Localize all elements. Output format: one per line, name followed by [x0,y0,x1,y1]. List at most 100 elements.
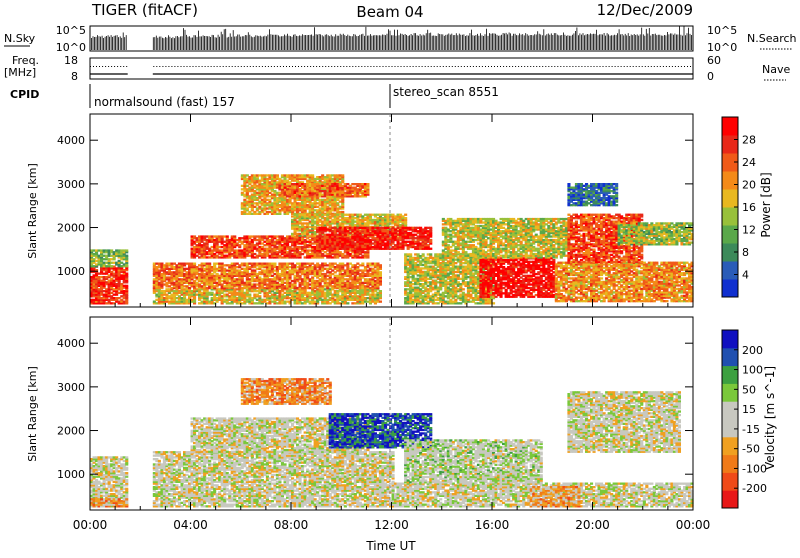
nave-dot [455,66,456,67]
nave-tick-low: 0 [707,70,714,83]
nave-dot [512,66,513,67]
nave-dot [443,66,444,67]
nave-dot [187,66,188,67]
nave-dot [645,66,646,67]
nave-dot [630,66,631,67]
nave-dot [153,66,154,67]
heatmap-cell [125,255,128,257]
heatmap-cell [361,263,364,265]
nave-dot [165,66,166,67]
nave-dot [379,66,380,67]
nave-dot [389,66,390,67]
heatmap-cell [248,294,251,296]
nave-dot [383,66,384,67]
nave-dot [437,66,438,67]
heatmap-cell [379,290,382,292]
heatmap-cell [346,302,349,304]
nsky-tick-high: 10^5 [56,24,86,37]
nave-dot [373,66,374,67]
cpid-segment-1: normalsound (fast) 157 [94,95,235,109]
nave-dot [482,66,483,67]
nave-dot [340,66,341,67]
nave-dot [545,66,546,67]
nave-dot [162,66,163,67]
nave-dot [226,66,227,67]
nave-dot [536,66,537,67]
nave-dot [527,66,528,67]
nave-dot [663,66,664,67]
nsky-panel: N.Sky 10^5 10^0 10^5 10^0 N.Search [4,24,797,54]
freq-tick-high: 18 [64,54,78,67]
nave-dot [624,66,625,67]
cpid-segment-2: stereo_scan 8551 [393,85,499,99]
nave-dot [687,66,688,67]
heatmap-cell [379,301,382,303]
nave-dot [241,66,242,67]
nave-dot [413,66,414,67]
nave-dot [491,66,492,67]
nave-dot [361,66,362,67]
nave-dot [171,66,172,67]
nave-dot [575,66,576,67]
nave-dot [539,66,540,67]
beam-title: Beam 04 [356,3,423,21]
nave-dot [479,66,480,67]
nave-dot [464,66,465,67]
nave-dot [105,66,106,67]
nave-dot [93,66,94,67]
nave-dot [458,66,459,67]
power-heatmap-cells [90,174,694,304]
heatmap-cell [125,285,128,287]
nave-dot [618,66,619,67]
nave-dot [449,66,450,67]
nave-dot [591,66,592,67]
nave-dot [334,66,335,67]
nave-dot [232,66,233,67]
heatmap-cell [258,295,261,297]
heatmap-cell [404,217,407,219]
nave-dot [274,66,275,67]
nave-dot [410,66,411,67]
station-title: TIGER (fitACF) [91,1,198,19]
nave-dot [585,66,586,67]
nave-dot [566,66,567,67]
nave-dot [295,66,296,67]
nave-dot [419,66,420,67]
nave-dot [352,66,353,67]
nsearch-tick-high: 10^5 [707,24,737,37]
nave-dot [193,66,194,67]
nave-dot [521,66,522,67]
nave-dot [174,66,175,67]
nave-dot [398,66,399,67]
nave-dot [214,66,215,67]
nave-dot [277,66,278,67]
nave-dot [597,66,598,67]
nave-dot [310,66,311,67]
nave-dot [407,66,408,67]
nave-dot [678,66,679,67]
nave-dot [648,66,649,67]
nave-dot [440,66,441,67]
nave-dot [177,66,178,67]
nave-tick-high: 60 [707,54,721,67]
heatmap-cell [379,264,382,266]
nave-dot [615,66,616,67]
nave-dot [467,66,468,67]
nave-dot [488,66,489,67]
freq-panel: Freq. [MHz] 18 8 60 0 Nave [4,54,790,83]
nave-dot [319,66,320,67]
nave-dot [217,66,218,67]
nave-dot [271,66,272,67]
nave-dot [159,66,160,67]
nave-dot [250,66,251,67]
nave-dot [184,66,185,67]
nave-dot [581,66,582,67]
nave-dot [578,66,579,67]
nave-dot [168,66,169,67]
nave-dot [331,66,332,67]
heatmap-cell [125,273,128,275]
cpid-label: CPID [10,88,39,101]
nave-dot [117,66,118,67]
